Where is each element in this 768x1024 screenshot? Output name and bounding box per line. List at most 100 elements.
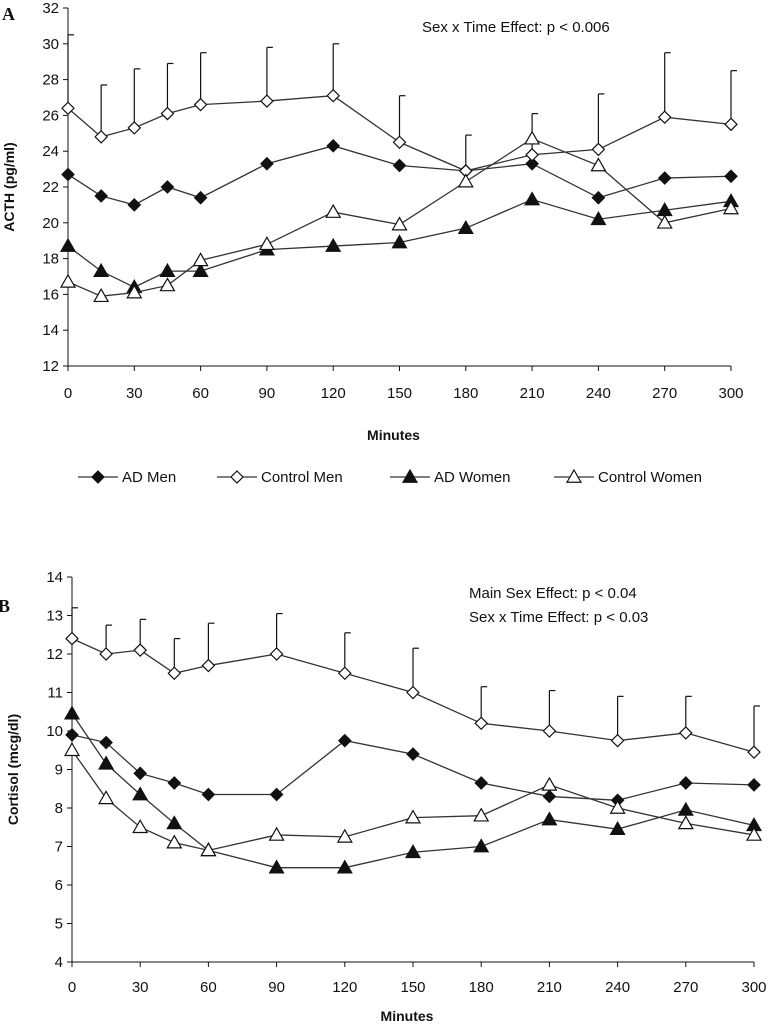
- data-point: [127, 121, 142, 135]
- data-point: [656, 214, 673, 229]
- data-point: [260, 94, 274, 108]
- data-point: [391, 234, 408, 249]
- series-ad-men: [65, 728, 761, 808]
- data-point: [541, 811, 558, 826]
- data-point: [724, 169, 738, 184]
- y-tick-label: 7: [55, 839, 63, 856]
- data-point: [473, 807, 490, 822]
- chart-panel-a: 12 14 16 18 20 22 24 26 28 30 32 0 30 60 90 120 150 180 21…: [1, 0, 744, 486]
- data-point: [201, 787, 216, 802]
- data-point: [93, 262, 110, 277]
- data-point: [126, 284, 143, 299]
- y-tick-label: 6: [55, 877, 63, 894]
- data-point: [392, 158, 407, 173]
- data-point: [677, 801, 694, 816]
- x-tick-label: 300: [718, 385, 743, 402]
- data-point: [268, 826, 285, 841]
- data-point: [391, 216, 408, 231]
- x-tick-label: 270: [652, 385, 677, 402]
- legend-label: AD Women: [434, 469, 510, 486]
- data-point: [542, 724, 557, 738]
- data-point: [657, 110, 672, 125]
- legend-item: Control Men: [217, 469, 343, 486]
- y-tick-label: 14: [42, 322, 59, 339]
- y-tick-label: 22: [42, 179, 59, 196]
- data-point: [192, 252, 209, 267]
- y-tick-label: 14: [46, 569, 63, 586]
- y-tick-label: 13: [46, 608, 63, 625]
- data-point: [193, 97, 208, 112]
- y-tick-label: 9: [55, 762, 63, 779]
- data-point: [98, 790, 115, 805]
- legend-label: Control Men: [261, 469, 343, 486]
- data-point: [590, 157, 607, 172]
- legend-swatch-marker: [565, 468, 583, 483]
- data-point: [167, 666, 182, 681]
- data-point: [268, 859, 285, 874]
- series-control-men: [61, 34, 738, 178]
- x-tick-label: 240: [586, 385, 611, 402]
- y-tick-label: 30: [42, 36, 59, 53]
- x-tick-label: 60: [200, 979, 217, 996]
- data-point: [473, 838, 490, 853]
- data-point: [724, 117, 738, 132]
- data-point: [160, 180, 175, 194]
- data-point: [200, 842, 217, 857]
- data-point: [337, 733, 352, 748]
- x-tick-label: 150: [387, 385, 412, 402]
- series-control-men: [65, 607, 761, 760]
- data-point: [159, 262, 176, 277]
- data-point: [457, 173, 474, 188]
- y-tick-label: 11: [47, 685, 63, 702]
- data-point: [98, 755, 115, 770]
- x-tick-label: 90: [268, 979, 285, 996]
- series-control-women: [59, 130, 740, 303]
- data-point: [94, 130, 108, 144]
- y-tick-label: 28: [42, 72, 59, 89]
- data-point: [677, 815, 694, 830]
- y-tick-label: 10: [46, 723, 63, 740]
- data-point: [610, 733, 625, 748]
- series-control-women: [63, 742, 763, 857]
- data-point: [93, 287, 110, 303]
- data-point: [65, 631, 79, 646]
- x-tick-label: 210: [537, 979, 562, 996]
- legend-swatch-marker: [230, 470, 244, 484]
- y-tick-label: 12: [46, 646, 63, 663]
- panel-label: B: [0, 596, 10, 616]
- data-point: [474, 776, 489, 790]
- y-tick-label: 8: [55, 800, 63, 817]
- x-tick-label: 270: [673, 979, 698, 996]
- data-point: [325, 203, 342, 218]
- data-point: [678, 776, 693, 790]
- x-tick-label: 180: [469, 979, 494, 996]
- y-axis-label: Cortisol (mcg/dl): [5, 714, 21, 825]
- x-tick-label: 30: [132, 979, 149, 996]
- data-point: [192, 262, 209, 277]
- y-tick-label: 26: [42, 107, 59, 124]
- series-ad-women: [59, 191, 740, 294]
- data-point: [133, 766, 148, 781]
- data-point: [61, 101, 75, 116]
- data-point: [326, 88, 341, 103]
- chart-panel-b: 4 5 6 7 8 9 10 11 12 13 14 0 30 60 90 120 150 180 210 240 27…: [0, 569, 767, 1024]
- series-line: [71, 734, 755, 801]
- data-point: [160, 106, 175, 121]
- data-point: [590, 211, 607, 226]
- x-tick-label: 240: [605, 979, 630, 996]
- series-ad-women: [63, 705, 763, 874]
- data-point: [406, 747, 420, 761]
- x-tick-label: 0: [68, 979, 76, 996]
- data-point: [127, 198, 142, 212]
- data-point: [336, 859, 353, 874]
- data-point: [65, 728, 79, 742]
- data-point: [524, 191, 541, 206]
- y-tick-label: 32: [42, 0, 59, 17]
- x-tick-label: 180: [453, 385, 478, 402]
- panel-label: A: [2, 4, 15, 24]
- data-point: [166, 815, 183, 830]
- data-point: [166, 834, 183, 849]
- data-point: [59, 273, 77, 288]
- data-point: [99, 647, 113, 661]
- data-point: [260, 156, 274, 171]
